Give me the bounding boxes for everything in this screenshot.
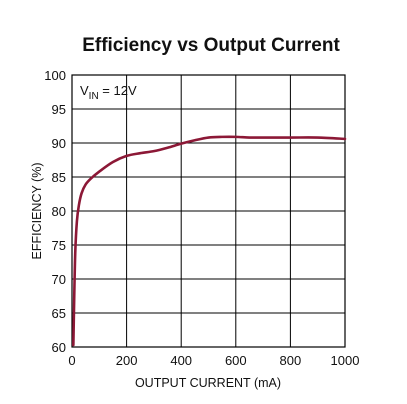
annotation-suffix: = 12V bbox=[99, 83, 137, 98]
y-tick-labels: 60 65 70 75 80 85 90 95 100 bbox=[44, 68, 66, 355]
efficiency-series-line bbox=[72, 135, 347, 347]
series-layer bbox=[72, 135, 347, 347]
x-tick-labels: 0 200 400 600 800 1000 bbox=[68, 353, 359, 368]
y-tick-label: 95 bbox=[52, 102, 66, 117]
x-tick-label: 0 bbox=[68, 353, 75, 368]
vin-annotation: VIN = 12V bbox=[80, 83, 137, 102]
chart-title: Efficiency vs Output Current bbox=[82, 35, 340, 56]
plot-frame bbox=[71, 74, 346, 348]
grid-lines bbox=[71, 74, 346, 348]
x-tick-label: 400 bbox=[170, 353, 192, 368]
y-tick-label: 65 bbox=[52, 306, 66, 321]
x-tick-label: 200 bbox=[116, 353, 138, 368]
x-tick-label: 600 bbox=[225, 353, 247, 368]
y-axis-label: EFFICIENCY (%) bbox=[30, 163, 44, 260]
y-tick-label: 80 bbox=[52, 204, 66, 219]
y-tick-label: 100 bbox=[44, 68, 66, 83]
y-tick-label: 85 bbox=[52, 170, 66, 185]
y-tick-label: 70 bbox=[52, 272, 66, 287]
x-tick-label: 1000 bbox=[331, 353, 360, 368]
x-axis-label: OUTPUT CURRENT (mA) bbox=[135, 376, 281, 390]
annotation-subscript: IN bbox=[89, 91, 99, 102]
y-tick-label: 90 bbox=[52, 136, 66, 151]
y-tick-label: 75 bbox=[52, 238, 66, 253]
annotation-prefix: V bbox=[80, 83, 89, 98]
y-tick-label: 60 bbox=[52, 340, 66, 355]
x-tick-label: 800 bbox=[280, 353, 302, 368]
